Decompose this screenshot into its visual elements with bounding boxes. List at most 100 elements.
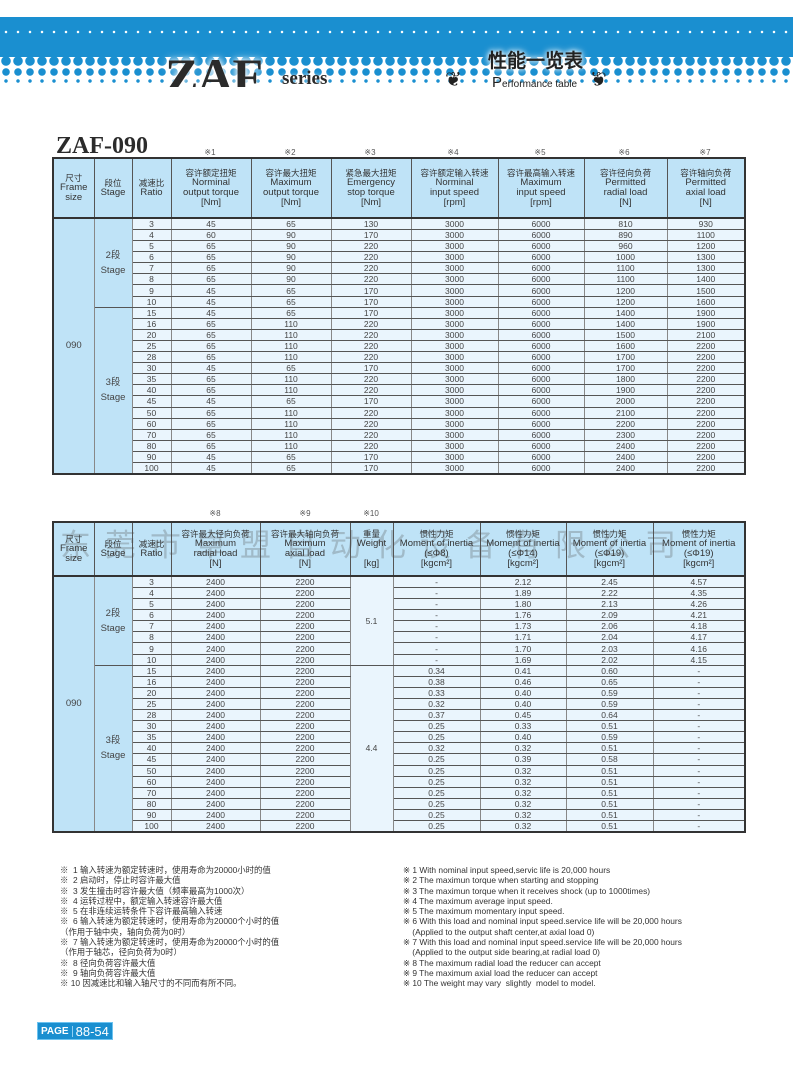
value-cell: 0.59 [565, 731, 654, 744]
value-cell: 1.73 [479, 620, 567, 633]
ratio-cell: 70 [131, 428, 172, 441]
header-en: Norminal [435, 177, 474, 188]
ratio-cell: 90 [131, 808, 172, 821]
footnote-mark: ※7 [699, 148, 711, 157]
fixed-header: 尺寸 Frame size [52, 157, 95, 219]
value-cell: 65 [170, 339, 252, 353]
value-cell: 45 [170, 450, 252, 463]
header-banner: ZAF series ❦ ❦ 性能一览表 Performance table [0, 17, 793, 87]
table-row: 9 2400 2200 -1.70 2.03 4.16 [53, 642, 746, 655]
value-cell: 65 [170, 384, 252, 397]
value-cell: 6000 [497, 439, 585, 452]
value-cell: 2200 [259, 598, 351, 611]
header-en: Permitted [685, 177, 727, 188]
value-cell: 1.71 [479, 631, 567, 644]
header-cn: 段位 [104, 178, 122, 188]
value-cell: 4.26 [652, 598, 746, 611]
value-cell: 65 [170, 351, 252, 364]
ratio-cell: 100 [131, 461, 172, 475]
value-cell: 4.57 [652, 575, 746, 588]
value-cell: 220 [330, 251, 412, 264]
table-row: 6 2400 2200 -1.76 2.09 4.21 [53, 609, 746, 622]
note-line: ※ 1 输入转速为额定转速时，使用寿命为20000小时的值 [60, 865, 271, 875]
ratio-cell: 28 [131, 709, 172, 722]
footnote-mark: ※9 [299, 509, 311, 518]
value-cell: 65 [170, 439, 252, 452]
stage-cn: 3段 [105, 377, 121, 389]
value-cell: 6000 [497, 395, 585, 408]
value-cell: 2400 [170, 764, 261, 777]
value-cell: - [652, 675, 746, 688]
table-row: 7 65 90 220 3000 6000 1100 1300 [53, 262, 746, 275]
value-cell: 0.32 [479, 797, 567, 810]
ratio-cell: 70 [131, 786, 172, 799]
value-cell: 0.65 [565, 675, 654, 688]
ratio-cell: 20 [131, 686, 172, 699]
table-row: 10 2400 2200 -1.69 2.02 4.15 [53, 653, 746, 666]
value-cell: 65 [250, 295, 332, 308]
value-cell: 110 [250, 417, 332, 430]
value-cell: 1.80 [479, 598, 567, 611]
value-cell: 90 [250, 240, 332, 253]
header-cn: 容许最大轴向负荷 [270, 529, 339, 539]
value-cell: 6000 [497, 251, 585, 264]
value-cell: 170 [330, 295, 412, 308]
table-row: 80 65 110 220 3000 6000 2400 2200 [53, 439, 746, 452]
value-cell: - [652, 819, 746, 833]
value-cell: 110 [250, 317, 332, 330]
stage-en: Stage [100, 750, 126, 762]
header-cn: 容许最大径向负荷 [181, 529, 250, 539]
value-cell: - [392, 598, 481, 611]
value-cell: - [652, 753, 746, 766]
value-cell: - [392, 631, 481, 644]
value-cell: 2400 [170, 664, 261, 677]
note-line: ※ 3 发生撞击时容许最大值（频率最高为1000次） [60, 885, 250, 896]
header-en: [N] [298, 558, 312, 569]
footnote-mark: ※5 [534, 148, 546, 157]
ratio-cell: 35 [131, 373, 172, 386]
header-cn: 尺寸 [65, 534, 83, 544]
value-cell: 1000 [583, 251, 668, 264]
note-line: ※ 8 径向负荷容许最大值 [60, 957, 156, 968]
header-en: Ratio [140, 187, 163, 198]
value-cell: 0.41 [479, 664, 567, 677]
value-cell: 6000 [497, 461, 585, 475]
value-cell: 0.64 [565, 709, 654, 722]
performance-title-cn: 性能一览表 [488, 51, 584, 72]
value-cell: 6000 [497, 306, 585, 319]
value-cell: 170 [330, 395, 412, 408]
performance-initial: P [492, 74, 503, 87]
value-cell: 2.09 [565, 609, 654, 622]
value-cell: 0.32 [479, 808, 567, 821]
value-cell: 1100 [666, 228, 746, 242]
note-line: ※ 6 输入转速为额定转速时，使用寿命为20000个小时的值 [60, 916, 280, 927]
value-cell: 2400 [170, 631, 261, 644]
value-cell: 110 [250, 439, 332, 452]
header-en: Frame [60, 182, 88, 193]
note-line: ※ 7 With this load and nominal input spe… [403, 937, 682, 948]
table-row: 70 65 110 220 3000 6000 2300 2200 [53, 428, 746, 441]
value-cell: 1900 [666, 317, 746, 330]
value-cell: 3000 [410, 228, 499, 242]
value-cell: 3000 [410, 384, 499, 397]
table-row: 30 2400 2200 0.25 0.33 0.51- [53, 720, 746, 733]
value-cell: 3000 [410, 251, 499, 264]
value-cell: 4.18 [652, 620, 746, 633]
value-cell: 1.76 [479, 609, 567, 622]
table-row: 16 2400 2200 0.38 0.46 0.65- [53, 675, 746, 688]
table-row: 35 2400 2200 0.25 0.40 0.59- [53, 731, 746, 744]
page-label: PAGE [41, 1025, 73, 1037]
value-cell: 2200 [666, 395, 746, 408]
value-cell: 110 [250, 339, 332, 353]
value-cell: - [652, 697, 746, 711]
value-cell: 2400 [170, 786, 261, 799]
table-row: 90 2400 2200 0.25 0.32 0.51- [53, 808, 746, 821]
value-cell: - [652, 797, 746, 810]
value-cell: 170 [330, 284, 412, 297]
value-cell: 2400 [170, 808, 261, 821]
stage-cell: 2段 Stage [93, 217, 133, 308]
value-cell: - [392, 620, 481, 633]
header-en: (≤Φ14) [508, 548, 538, 559]
value-cell: 6000 [497, 240, 585, 253]
ratio-cell: 9 [131, 642, 172, 655]
